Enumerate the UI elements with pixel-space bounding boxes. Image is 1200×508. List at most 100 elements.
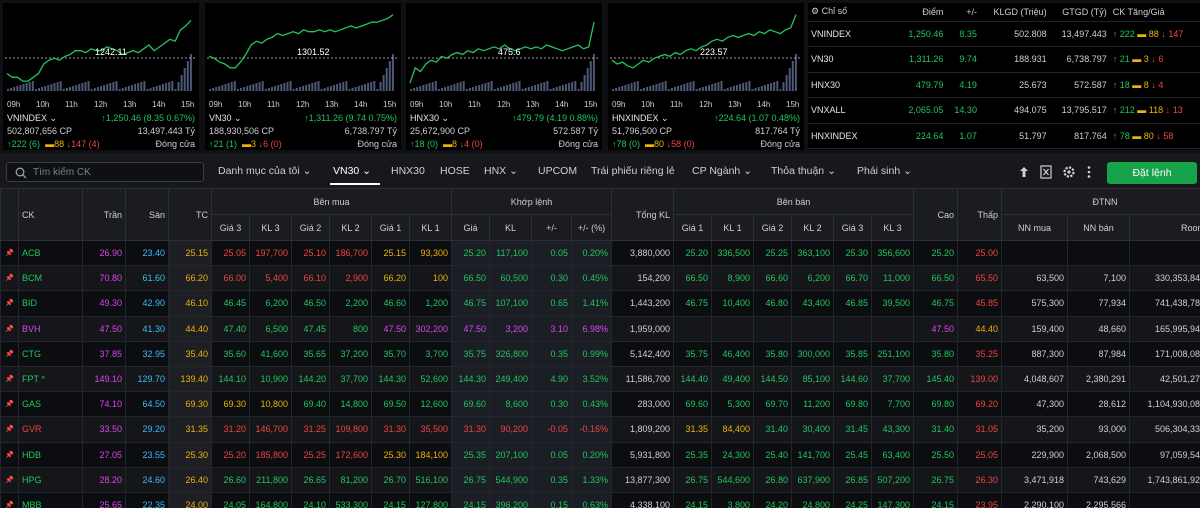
cell-symbol[interactable]: BID xyxy=(18,290,83,317)
table-row[interactable]: 📌 BCM 70.80 61.60 66.20 66.00 5,400 66.10 2,900 6… xyxy=(0,265,1200,292)
time-axis-tick: 13h xyxy=(325,100,338,109)
index-chart-panel[interactable]: 1242.11 09h 10h 11h 12h 13h 14h 15h VNINDEX ⌄ ↑… xyxy=(3,3,199,150)
tab-derivatives[interactable]: Phái sinh ⌄ xyxy=(857,165,912,177)
gear-icon[interactable] xyxy=(1062,165,1076,179)
cell-symbol[interactable]: MBB xyxy=(18,491,83,508)
col-header-match-pct[interactable]: +/- (%) xyxy=(571,214,612,241)
cell-symbol[interactable]: CTG xyxy=(18,340,83,367)
cell-symbol[interactable]: HDB xyxy=(18,441,83,468)
cell-match-vol: 207,100 xyxy=(489,441,532,468)
pin-icon[interactable]: 📌 xyxy=(0,340,19,367)
volume-bar xyxy=(149,88,152,91)
cell-buy-p1: 66.20 xyxy=(371,265,410,292)
tab-negotiated[interactable]: Thỏa thuận ⌄ xyxy=(771,165,836,177)
pin-icon[interactable]: 📌 xyxy=(0,239,19,267)
col-header-buy-p3[interactable]: Giá 3 xyxy=(211,214,250,241)
index-chart-panel[interactable]: 223.57 09h 10h 11h 12h 13h 14h 15h HNXINDEX ⌄ ↑… xyxy=(608,3,804,150)
table-row[interactable]: 📌 GVR 33.50 29.20 31.35 31.20 146,700 31.25 109,… xyxy=(0,416,1200,443)
pin-icon[interactable]: 📌 xyxy=(0,416,19,443)
cell-symbol[interactable]: BVH xyxy=(18,315,83,342)
cell-symbol[interactable]: BCM xyxy=(18,265,83,292)
tab-hose[interactable]: HOSE xyxy=(440,165,470,177)
tab-sectors[interactable]: CP Ngành ⌄ xyxy=(692,165,752,177)
index-row[interactable]: HNX30 479.79 4.19 25.673 572.587 ↑ 18 ▬ 8 ↓ 4 xyxy=(808,71,1200,98)
col-header-high[interactable]: Cao xyxy=(913,188,959,241)
col-header-buy-p2[interactable]: Giá 2 xyxy=(291,214,330,241)
chevron-down-icon[interactable]: ⌄ xyxy=(441,113,450,123)
col-header-buy-p1[interactable]: Giá 1 xyxy=(371,214,410,241)
col-header-total-vol[interactable]: Tổng KL xyxy=(611,188,674,241)
tab-upcom[interactable]: UPCOM xyxy=(538,165,578,177)
chevron-down-icon[interactable]: ⌄ xyxy=(234,113,242,123)
volume-bar xyxy=(627,84,630,91)
pin-icon[interactable]: 📌 xyxy=(0,290,19,317)
upload-icon[interactable] xyxy=(1018,165,1030,179)
pin-icon[interactable]: 📌 xyxy=(0,491,19,508)
table-row[interactable]: 📌 GAS 74.10 64.50 69.30 69.30 10,800 69.40 14,80… xyxy=(0,391,1200,418)
cell-room: 1,743,861,920 xyxy=(1129,466,1200,493)
chevron-down-icon: ⌄ xyxy=(509,165,518,177)
cell-symbol[interactable]: HPG xyxy=(18,466,83,493)
col-header-room[interactable]: Room xyxy=(1129,214,1200,241)
index-row[interactable]: VNINDEX 1,250.46 8.35 502.808 13,497.443 ↑ 22… xyxy=(808,20,1200,47)
pin-icon[interactable]: 📌 xyxy=(0,315,19,342)
search-input[interactable]: Tìm kiếm CK xyxy=(6,162,204,182)
pin-icon[interactable]: 📌 xyxy=(0,265,19,292)
pin-icon[interactable]: 📌 xyxy=(0,441,19,468)
table-row[interactable]: 📌 FPT * 149.10 129.70 139.40 144.10 10,900 144.… xyxy=(0,365,1200,393)
col-header-buy-v1[interactable]: KL 1 xyxy=(409,214,452,241)
excel-export-icon[interactable] xyxy=(1040,165,1052,179)
col-header-sell-v1[interactable]: KL 1 xyxy=(711,214,754,241)
table-row[interactable]: 📌 HDB 27.05 23.55 25.30 25.20 185,800 25.25 172,… xyxy=(0,441,1200,468)
index-chart-panel[interactable]: 475.6 09h 10h 11h 12h 13h 14h 15h HNX30 ⌄ ↑479.… xyxy=(406,3,602,150)
index-col-header[interactable]: ⚙ Chỉ số xyxy=(811,6,848,17)
tab-watchlist[interactable]: Danh mục của tôi ⌄ xyxy=(218,165,312,177)
pin-icon[interactable]: 📌 xyxy=(0,365,19,393)
col-header-ck[interactable]: CK xyxy=(18,188,83,241)
col-header-nn-sell[interactable]: NN bán xyxy=(1067,214,1131,241)
col-header-match-vol[interactable]: KL xyxy=(489,214,532,241)
chevron-down-icon[interactable]: ⌄ xyxy=(661,113,669,123)
col-header-ceiling[interactable]: Trần xyxy=(82,188,126,241)
cell-symbol[interactable]: GVR xyxy=(18,416,83,443)
tab-hnx[interactable]: HNX ⌄ xyxy=(484,165,518,177)
tab-private-bonds[interactable]: Trái phiếu riêng lẻ xyxy=(591,165,675,177)
col-header-sell-p1[interactable]: Giá 1 xyxy=(673,214,712,241)
col-header-match-price[interactable]: Giá xyxy=(451,214,490,241)
chevron-down-icon[interactable]: ⌄ xyxy=(49,113,58,123)
more-vertical-icon[interactable] xyxy=(1086,165,1092,179)
tab-hnx30[interactable]: HNX30 xyxy=(391,165,425,177)
col-header-sell-v2[interactable]: KL 2 xyxy=(791,214,834,241)
gear-icon[interactable]: ⚙ xyxy=(811,6,820,17)
index-row[interactable]: VN30 1,311.26 9.74 188.931 6,738.797 ↑ 21 ▬ 3… xyxy=(808,46,1200,72)
table-row[interactable]: 📌 CTG 37.85 32.95 35.40 35.60 41,600 35.65 37,20… xyxy=(0,340,1200,367)
table-row[interactable]: 📌 ACB 26.90 23.40 25.15 25.05 197,700 25.10 186,… xyxy=(0,239,1200,267)
cell-symbol[interactable]: ACB xyxy=(18,239,83,267)
col-header-ref[interactable]: TC xyxy=(168,188,212,241)
cell-low: 65.50 xyxy=(957,265,1003,292)
col-header-buy-v2[interactable]: KL 2 xyxy=(329,214,372,241)
col-header-sell-p2[interactable]: Giá 2 xyxy=(753,214,792,241)
table-row[interactable]: 📌 BVH 47.50 41.30 44.40 47.40 6,500 47.45 800 47.… xyxy=(0,315,1200,342)
place-order-button[interactable]: Đặt lệnh xyxy=(1107,162,1197,184)
col-header-nn-buy[interactable]: NN mua xyxy=(1001,214,1069,241)
index-chart-panel[interactable]: 1301.52 09h 10h 11h 12h 13h 14h 15h VN30 ⌄ ↑1,3… xyxy=(205,3,401,150)
time-axis-tick: 09h xyxy=(7,100,20,109)
col-header-sell-v3[interactable]: KL 3 xyxy=(870,214,915,241)
col-header-buy-v3[interactable]: KL 3 xyxy=(249,214,292,241)
cell-symbol[interactable]: FPT * xyxy=(18,365,83,393)
pin-icon[interactable]: 📌 xyxy=(0,466,19,493)
index-row[interactable]: HNXINDEX 224.64 1.07 51.797 817.764 ↑ 78 ▬ 80… xyxy=(808,122,1200,149)
col-header-floor[interactable]: Sàn xyxy=(125,188,169,241)
table-row[interactable]: 📌 BID 49.30 42.90 46.10 46.45 6,200 46.50 2,200 4… xyxy=(0,290,1200,317)
index-row[interactable]: VNXALL 2,065.05 14.30 494.075 13,795.517 ↑ 21… xyxy=(808,97,1200,123)
col-header-match-chg[interactable]: +/- xyxy=(531,214,572,241)
col-header-sell-p3[interactable]: Giá 3 xyxy=(833,214,872,241)
tab-vn30[interactable]: VN30 ⌄ xyxy=(333,165,371,177)
volume-bar xyxy=(428,83,431,91)
cell-symbol[interactable]: GAS xyxy=(18,391,83,418)
table-row[interactable]: 📌 MBB 25.65 22.35 24.00 24.05 164,800 24.10 533,… xyxy=(0,491,1200,508)
pin-icon[interactable]: 📌 xyxy=(0,391,19,418)
table-row[interactable]: 📌 HPG 28.20 24.60 26.40 26.60 211,800 26.65 81,2… xyxy=(0,466,1200,493)
col-header-low[interactable]: Thấp xyxy=(957,188,1003,241)
